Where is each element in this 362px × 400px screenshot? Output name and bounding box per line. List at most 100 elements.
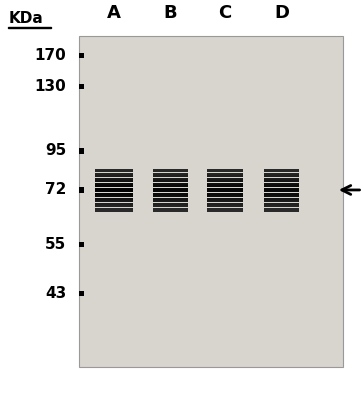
Bar <box>264 211 299 212</box>
Bar <box>207 179 243 180</box>
Bar <box>95 169 134 170</box>
Bar <box>264 173 299 174</box>
Bar <box>95 198 134 199</box>
Bar <box>153 175 188 176</box>
Bar <box>207 178 243 179</box>
Bar <box>207 183 243 184</box>
Text: 95: 95 <box>45 144 67 158</box>
Bar <box>95 203 134 204</box>
Bar <box>207 187 243 188</box>
Bar <box>207 186 243 187</box>
Bar <box>153 208 188 209</box>
Bar <box>153 194 188 195</box>
Bar <box>153 209 188 210</box>
Bar <box>79 84 84 89</box>
Bar <box>207 197 243 198</box>
Bar <box>264 196 299 197</box>
Bar <box>153 176 188 177</box>
Bar <box>153 172 188 173</box>
Bar <box>264 190 299 191</box>
Bar <box>264 203 299 204</box>
Bar <box>153 192 188 193</box>
Bar <box>153 185 188 186</box>
Bar <box>264 207 299 208</box>
Bar <box>95 185 134 186</box>
Bar <box>207 185 243 186</box>
Bar <box>153 171 188 172</box>
Bar <box>264 192 299 193</box>
Bar <box>264 181 299 182</box>
Bar <box>207 204 243 205</box>
Text: 130: 130 <box>35 79 67 94</box>
Bar <box>207 182 243 183</box>
Bar <box>264 182 299 183</box>
Bar <box>153 182 188 183</box>
Bar <box>207 189 243 190</box>
Bar <box>264 208 299 209</box>
Bar <box>207 175 243 176</box>
Bar <box>95 182 134 183</box>
Bar <box>95 199 134 200</box>
Bar <box>207 195 243 196</box>
Bar <box>264 199 299 200</box>
Bar <box>153 190 188 191</box>
Bar <box>153 206 188 207</box>
Bar <box>264 177 299 178</box>
Bar <box>207 206 243 207</box>
Bar <box>95 183 134 184</box>
Bar <box>207 180 243 181</box>
Bar <box>264 201 299 202</box>
Bar <box>79 36 343 368</box>
Bar <box>264 200 299 201</box>
Bar <box>207 172 243 173</box>
Bar <box>207 194 243 195</box>
Bar <box>207 210 243 211</box>
Bar <box>207 196 243 197</box>
Bar <box>153 191 188 192</box>
Bar <box>95 181 134 182</box>
Bar <box>207 171 243 172</box>
Bar <box>264 210 299 211</box>
Bar <box>264 171 299 172</box>
Bar <box>264 175 299 176</box>
Bar <box>264 198 299 199</box>
Text: 72: 72 <box>45 182 67 198</box>
Bar <box>95 211 134 212</box>
Bar <box>207 181 243 182</box>
Bar <box>95 189 134 190</box>
Bar <box>153 180 188 181</box>
Bar <box>264 178 299 179</box>
Bar <box>207 203 243 204</box>
Bar <box>95 196 134 197</box>
Bar <box>153 200 188 201</box>
Bar <box>207 207 243 208</box>
Bar <box>95 210 134 211</box>
Bar <box>207 191 243 192</box>
Bar <box>207 190 243 191</box>
Bar <box>207 173 243 174</box>
Bar <box>264 172 299 173</box>
Bar <box>264 186 299 187</box>
Bar <box>153 179 188 180</box>
Bar <box>207 201 243 202</box>
Bar <box>264 193 299 194</box>
Bar <box>153 170 188 171</box>
Bar <box>95 190 134 191</box>
Bar <box>153 202 188 203</box>
Bar <box>153 210 188 211</box>
Bar <box>207 211 243 212</box>
Bar <box>207 209 243 210</box>
Bar <box>79 242 84 247</box>
Bar <box>153 197 188 198</box>
FancyArrow shape <box>8 27 51 28</box>
Bar <box>153 178 188 179</box>
Bar <box>95 208 134 209</box>
Bar <box>264 191 299 192</box>
Bar <box>153 201 188 202</box>
Bar <box>153 189 188 190</box>
Bar <box>264 195 299 196</box>
Bar <box>95 194 134 195</box>
Bar <box>207 200 243 201</box>
Bar <box>153 196 188 197</box>
Text: 170: 170 <box>35 48 67 63</box>
